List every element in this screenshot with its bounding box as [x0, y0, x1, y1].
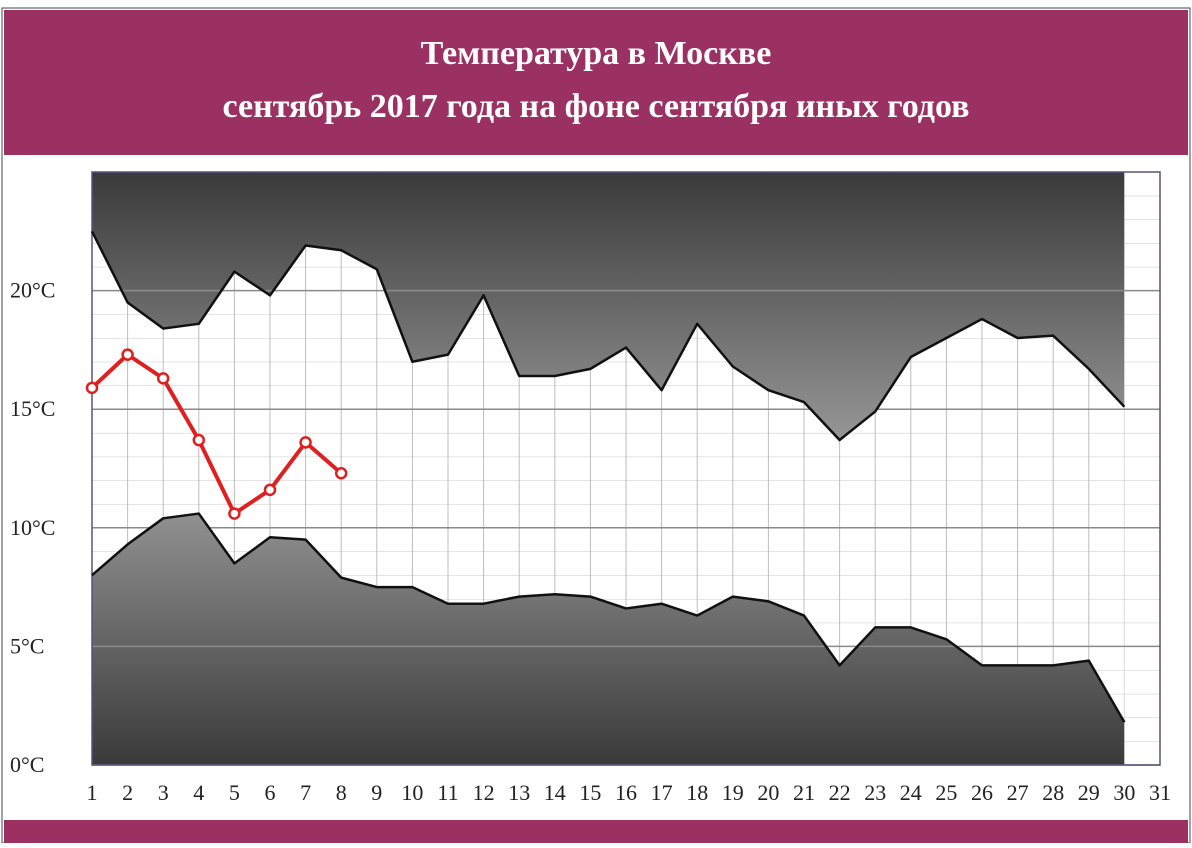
point: [299, 436, 312, 449]
x-tick-label: 27: [1007, 780, 1029, 805]
x-tick-label: 30: [1113, 780, 1135, 805]
series-line: [90, 230, 1126, 442]
plot-background-right: [1124, 172, 1160, 765]
x-tick-label: 13: [508, 780, 530, 805]
x-tick-label: 15: [579, 780, 601, 805]
y-tick-label: 20°C: [10, 278, 55, 303]
x-tick-label: 16: [615, 780, 637, 805]
header: [4, 10, 1188, 155]
x-tick-label: 6: [265, 780, 276, 805]
point: [334, 466, 348, 480]
x-tick-label: 12: [473, 780, 495, 805]
x-tick-label: 4: [193, 780, 204, 805]
y-tick-label: 10°C: [10, 515, 55, 540]
footer-band: [4, 820, 1188, 843]
y-tick-label: 5°C: [10, 633, 44, 658]
x-tick-label: 1: [87, 780, 98, 805]
x-tick-label: 17: [651, 780, 673, 805]
point: [263, 483, 277, 497]
x-tick-label: 22: [829, 780, 851, 805]
x-tick-label: 31: [1149, 780, 1171, 805]
x-tick-label: 20: [757, 780, 779, 805]
x-tick-label: 11: [437, 780, 458, 805]
point: [156, 372, 170, 385]
x-tick-label: 29: [1078, 780, 1100, 805]
x-tick-label: 23: [864, 780, 886, 805]
point: [228, 507, 241, 520]
point: [85, 381, 99, 395]
x-tick-label: 26: [971, 780, 993, 805]
plot: 1 2 3 4 5 6 7 8 9 10 11 12 13 14 15 16 17 18 19 20 21 22 23 24 2…: [10, 171, 1171, 805]
x-tick-label: 8: [336, 780, 347, 805]
x-tick-label: 7: [300, 780, 311, 805]
x-tick-label: 2: [122, 780, 133, 805]
point: [121, 348, 134, 361]
x-tick-label: 3: [158, 780, 169, 805]
plot-border: [91, 171, 1161, 766]
chart-title: Температура в Москве: [421, 35, 772, 72]
series-line: [90, 352, 343, 516]
series-line: [91, 512, 1126, 723]
point: [192, 433, 206, 447]
x-tick-label: 10: [401, 780, 423, 805]
x-tick-label: 9: [371, 780, 382, 805]
x-tick-label: 21: [793, 780, 815, 805]
chart-subtitle: сентябрь 2017 года на фоне сентября иных…: [222, 88, 969, 125]
x-tick-label: 18: [686, 780, 708, 805]
y-tick-label: 15°C: [10, 396, 55, 421]
x-tick-label: 19: [722, 780, 744, 805]
x-tick-label: 24: [900, 780, 922, 805]
x-tick-label: 14: [544, 780, 566, 805]
x-tick-label: 25: [935, 780, 957, 805]
x-tick-label: 28: [1042, 780, 1064, 805]
y-tick-label: 0°C: [10, 752, 44, 777]
x-tick-label: 5: [229, 780, 240, 805]
